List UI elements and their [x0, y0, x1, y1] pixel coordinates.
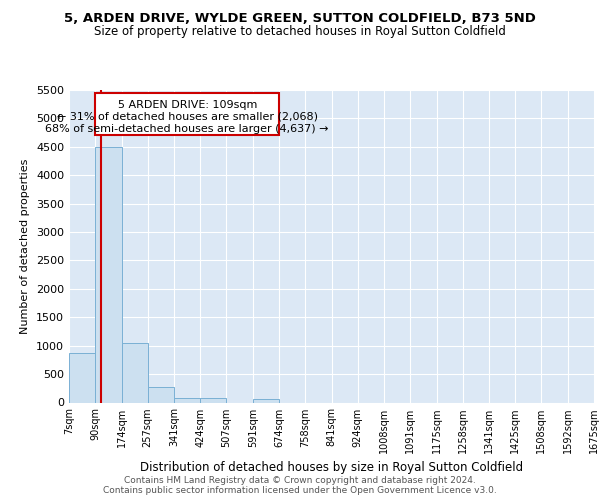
Text: 68% of semi-detached houses are larger (4,637) →: 68% of semi-detached houses are larger (…: [46, 124, 329, 134]
FancyBboxPatch shape: [95, 93, 279, 136]
Bar: [148, 386, 174, 402]
Text: Size of property relative to detached houses in Royal Sutton Coldfield: Size of property relative to detached ho…: [94, 25, 506, 38]
Bar: [69, 352, 95, 403]
Text: ← 31% of detached houses are smaller (2,068): ← 31% of detached houses are smaller (2,…: [56, 112, 317, 122]
Text: 5, ARDEN DRIVE, WYLDE GREEN, SUTTON COLDFIELD, B73 5ND: 5, ARDEN DRIVE, WYLDE GREEN, SUTTON COLD…: [64, 12, 536, 26]
Text: Contains public sector information licensed under the Open Government Licence v3: Contains public sector information licen…: [103, 486, 497, 495]
Bar: [174, 398, 200, 402]
Bar: [122, 343, 148, 402]
X-axis label: Distribution of detached houses by size in Royal Sutton Coldfield: Distribution of detached houses by size …: [140, 461, 523, 474]
Text: 5 ARDEN DRIVE: 109sqm: 5 ARDEN DRIVE: 109sqm: [118, 100, 257, 110]
Bar: [95, 147, 122, 403]
Bar: [200, 398, 226, 402]
Text: Contains HM Land Registry data © Crown copyright and database right 2024.: Contains HM Land Registry data © Crown c…: [124, 476, 476, 485]
Y-axis label: Number of detached properties: Number of detached properties: [20, 158, 31, 334]
Bar: [253, 400, 279, 402]
